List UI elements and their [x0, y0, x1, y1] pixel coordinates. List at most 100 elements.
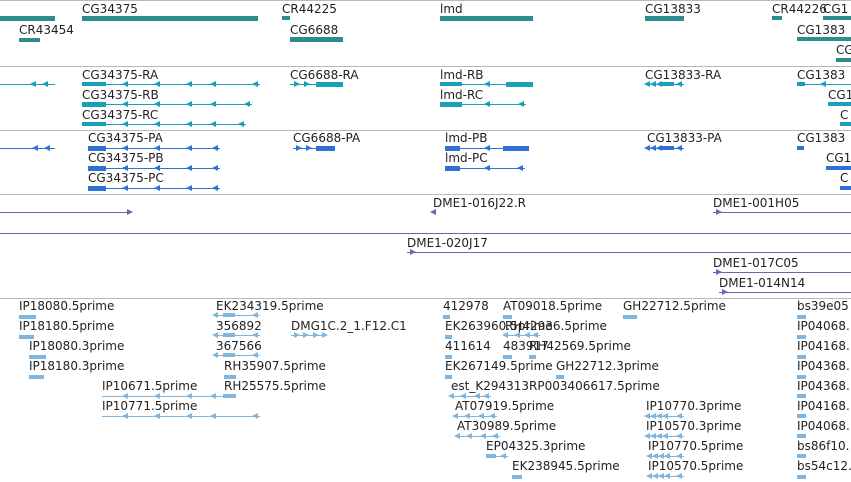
feature-block[interactable] [797, 394, 806, 398]
feature-block[interactable] [623, 315, 637, 319]
feature-block[interactable] [440, 82, 462, 86]
feature-label[interactable]: CG34375-PA [88, 131, 163, 145]
feature-label[interactable]: DMG1C.2_1.F12.C1 [291, 319, 407, 333]
feature-block[interactable] [645, 16, 684, 21]
feature-label[interactable]: CG34375 [82, 2, 138, 16]
feature-label[interactable]: CR44225 [282, 2, 337, 16]
feature-label[interactable]: AT30989.5prime [457, 419, 557, 433]
feature-label[interactable]: CG1383 [797, 68, 846, 82]
feature-label[interactable]: IP10770.3prime [646, 399, 742, 413]
feature-label[interactable]: CG13833-RA [645, 68, 722, 82]
feature-label[interactable]: CG34375-PB [88, 151, 164, 165]
feature-block[interactable] [797, 414, 806, 418]
feature-block[interactable] [797, 146, 804, 150]
feature-label[interactable]: EP04325.3prime [486, 439, 586, 453]
feature-block[interactable] [797, 434, 806, 438]
feature-block[interactable] [445, 375, 452, 379]
feature-block[interactable] [316, 146, 335, 151]
feature-label[interactable]: lmd-PC [445, 151, 488, 165]
feature-block[interactable] [772, 16, 782, 20]
feature-block[interactable] [662, 82, 674, 86]
feature-label[interactable]: IP10771.5prime [102, 399, 198, 413]
feature-block[interactable] [223, 333, 235, 337]
feature-label[interactable]: CG6688-RA [290, 68, 359, 82]
feature-block[interactable] [503, 315, 512, 319]
feature-label[interactable]: CR44226 [772, 2, 827, 16]
feature-label[interactable]: IP10671.5prime [102, 379, 198, 393]
feature-label[interactable]: IP04068. [797, 319, 850, 333]
feature-block[interactable] [797, 454, 806, 458]
feature-block[interactable] [797, 37, 851, 41]
feature-block[interactable] [29, 375, 44, 379]
feature-block[interactable] [82, 122, 106, 126]
feature-block[interactable] [486, 454, 496, 458]
feature-label[interactable]: IP18180.3prime [29, 359, 125, 373]
feature-label[interactable]: GH22712.5prime [623, 299, 726, 313]
feature-label[interactable]: lmd-RB [440, 68, 484, 82]
feature-label[interactable]: EK267149.5prime [445, 359, 553, 373]
feature-block[interactable] [82, 82, 106, 86]
feature-block[interactable] [224, 375, 236, 379]
feature-block[interactable] [797, 475, 806, 479]
feature-block[interactable] [445, 355, 452, 359]
feature-label[interactable]: DME1-017C05 [713, 256, 799, 270]
feature-label[interactable]: CG1 [823, 2, 849, 16]
feature-label[interactable]: bs39e05 [797, 299, 849, 313]
feature-block[interactable] [88, 166, 106, 171]
feature-label[interactable]: bs86f10. [797, 439, 850, 453]
feature-block[interactable] [224, 394, 236, 398]
feature-label[interactable]: CG1383 [797, 131, 846, 145]
feature-block[interactable] [840, 186, 851, 190]
feature-block[interactable] [29, 355, 46, 359]
feature-label[interactable]: IP04068. [797, 419, 850, 433]
feature-block[interactable] [19, 335, 34, 339]
feature-block[interactable] [556, 375, 564, 379]
feature-label[interactable]: DME1-016J22.R [433, 196, 527, 210]
feature-label[interactable]: IP18080.5prime [19, 299, 115, 313]
feature-block[interactable] [223, 313, 235, 317]
feature-block[interactable] [797, 82, 805, 86]
feature-label[interactable]: CG34375-RC [82, 108, 159, 122]
feature-label[interactable]: RH42936.5prime [505, 319, 607, 333]
feature-block[interactable] [440, 102, 462, 107]
feature-label[interactable]: CG6688 [290, 23, 339, 37]
feature-block[interactable] [223, 353, 235, 357]
feature-block[interactable] [797, 335, 806, 339]
feature-label[interactable]: C [840, 108, 849, 122]
feature-label[interactable]: IP10770.5prime [648, 439, 744, 453]
feature-block[interactable] [316, 82, 343, 87]
feature-block[interactable] [823, 16, 851, 20]
feature-block[interactable] [836, 58, 851, 62]
feature-label[interactable]: CG13833 [645, 2, 701, 16]
feature-label[interactable]: lmd [440, 2, 463, 16]
feature-block[interactable] [445, 146, 460, 151]
feature-label[interactable]: EK234319.5prime [216, 299, 324, 313]
feature-label[interactable]: DME1-020J17 [407, 236, 488, 250]
feature-block[interactable] [512, 475, 522, 479]
feature-label[interactable]: CG1 [826, 151, 851, 165]
feature-block[interactable] [797, 315, 806, 319]
feature-block[interactable] [503, 355, 512, 359]
feature-block[interactable] [445, 166, 460, 171]
feature-label[interactable]: RH42569.5prime [529, 339, 631, 353]
feature-block[interactable] [503, 146, 529, 151]
feature-block[interactable] [88, 146, 106, 151]
feature-label[interactable]: IP04368. [797, 379, 850, 393]
feature-label[interactable]: IP18080.3prime [29, 339, 125, 353]
feature-label[interactable]: lmd-PB [445, 131, 488, 145]
feature-block[interactable] [282, 16, 290, 20]
feature-block[interactable] [529, 355, 536, 359]
feature-label[interactable]: CG1 [836, 43, 851, 57]
feature-label[interactable]: IP18180.5prime [19, 319, 115, 333]
feature-block[interactable] [506, 82, 533, 87]
feature-label[interactable]: C [840, 171, 849, 185]
feature-label[interactable]: 367566 [216, 339, 262, 353]
feature-block[interactable] [88, 186, 106, 191]
feature-block[interactable] [828, 102, 851, 106]
feature-label[interactable]: DME1-014N14 [719, 276, 806, 290]
feature-block[interactable] [445, 335, 452, 339]
feature-label[interactable]: lmd-RC [440, 88, 484, 102]
feature-label[interactable]: RH35907.5prime [224, 359, 326, 373]
feature-label[interactable]: 356892 [216, 319, 262, 333]
